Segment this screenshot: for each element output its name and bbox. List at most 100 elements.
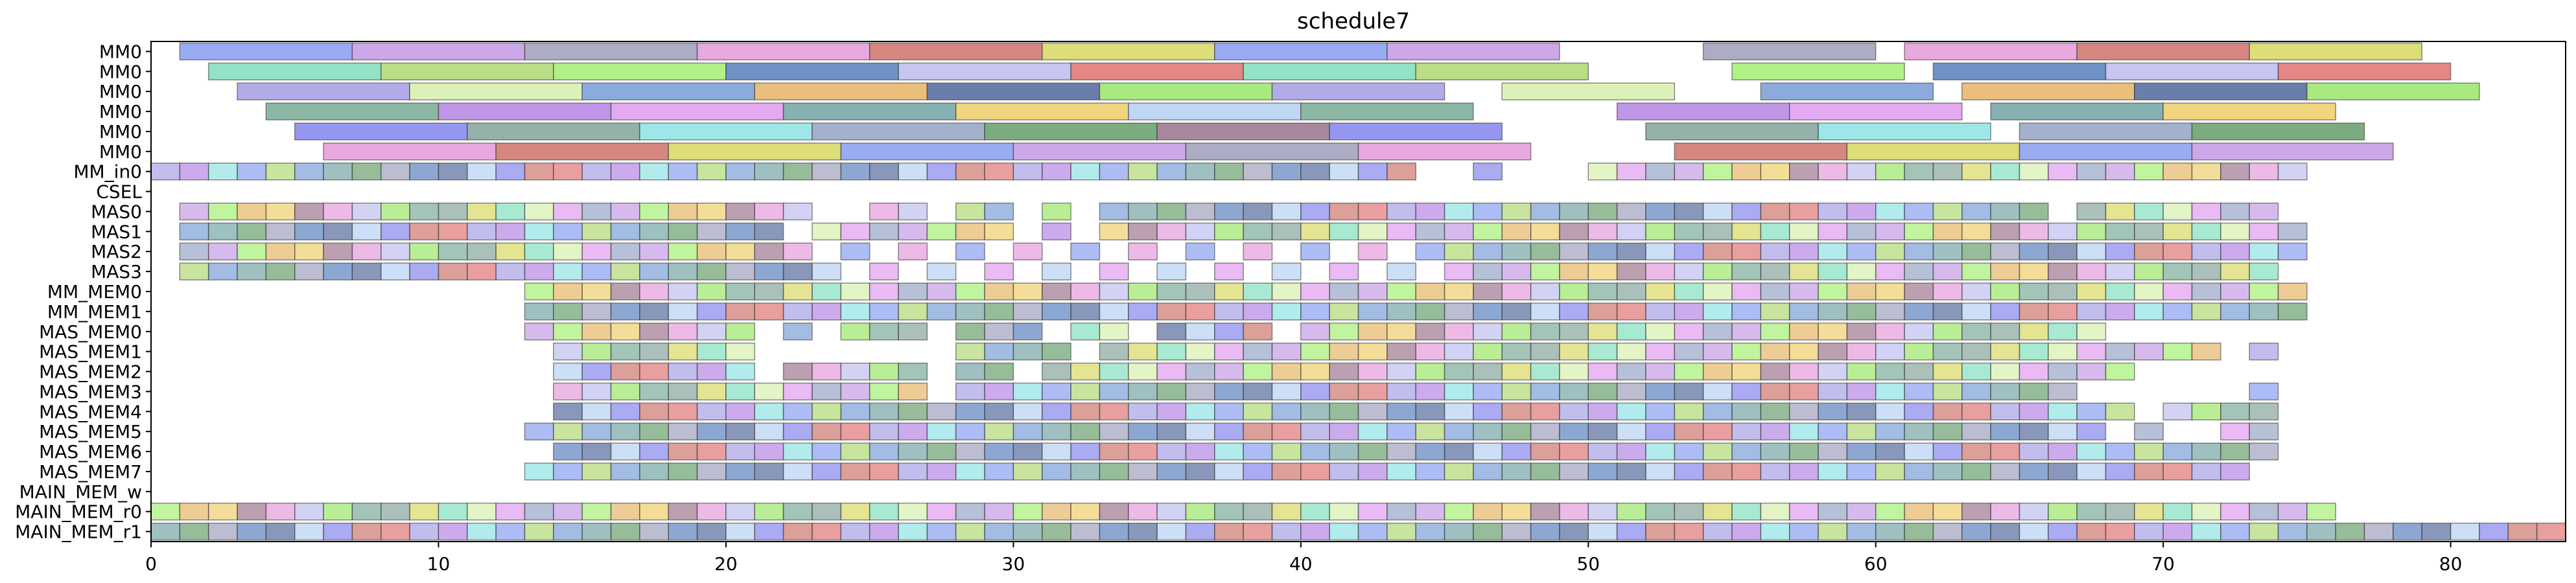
task-bar xyxy=(1214,422,1244,440)
task-bar xyxy=(495,222,526,241)
task-bar xyxy=(1156,122,1330,141)
task-bar xyxy=(668,163,698,181)
task-bar xyxy=(381,502,410,521)
task-bar xyxy=(1990,163,2020,181)
task-bar xyxy=(1904,303,1934,321)
task-bar xyxy=(495,163,526,181)
task-bar xyxy=(1127,163,1158,181)
row-label: MAS1 xyxy=(91,221,142,242)
task-bar xyxy=(1530,442,1560,461)
task-bar xyxy=(1788,362,1819,381)
task-bar xyxy=(1415,242,1446,260)
task-bar xyxy=(1904,442,1934,461)
row-label: MAS_MEM5 xyxy=(39,421,142,442)
task-bar xyxy=(1645,242,1676,260)
task-bar xyxy=(1501,82,1676,100)
task-bar xyxy=(955,282,985,301)
task-bar xyxy=(1961,342,1991,361)
task-bar xyxy=(1674,422,1704,440)
task-bar xyxy=(840,522,871,541)
x-tick-label: 70 xyxy=(2151,553,2175,575)
task-bar xyxy=(2421,522,2452,541)
task-bar xyxy=(984,222,1014,241)
task-bar xyxy=(1702,422,1733,440)
task-bar xyxy=(237,242,267,260)
task-bar xyxy=(1214,282,1244,301)
task-bar xyxy=(1904,402,1934,420)
task-bar xyxy=(869,303,899,321)
task-bar xyxy=(1127,362,1158,381)
task-bar xyxy=(265,102,439,120)
task-bar xyxy=(1243,242,1273,260)
task-bar xyxy=(1041,362,1071,381)
task-bar xyxy=(639,222,669,241)
task-bar xyxy=(1674,163,1704,181)
task-bar xyxy=(725,242,756,260)
task-bar xyxy=(1846,202,1877,221)
task-bar xyxy=(1501,522,1532,541)
task-bar xyxy=(495,143,669,161)
task-bar xyxy=(2134,442,2164,461)
task-bar xyxy=(782,303,813,321)
task-bar xyxy=(1530,522,1560,541)
task-bar xyxy=(438,202,468,221)
task-bar xyxy=(1990,323,2020,341)
row-label: MAS_MEM7 xyxy=(39,461,142,483)
task-bar xyxy=(1099,422,1129,440)
task-bar xyxy=(984,422,1014,440)
task-bar xyxy=(610,422,640,440)
task-bar xyxy=(840,282,871,301)
task-bar xyxy=(2134,202,2164,221)
task-bar xyxy=(2105,163,2135,181)
task-bar xyxy=(2249,262,2279,280)
task-bar xyxy=(1473,463,1503,481)
x-tick-label: 0 xyxy=(145,553,157,575)
task-bar xyxy=(1156,262,1187,280)
task-bar xyxy=(1214,502,1244,521)
task-bar xyxy=(1243,522,1273,541)
task-bar xyxy=(1243,502,1273,521)
task-bar xyxy=(294,262,324,280)
task-bar xyxy=(524,42,698,61)
task-bar xyxy=(1041,422,1071,440)
task-bar xyxy=(1932,222,1963,241)
task-bar xyxy=(869,282,899,301)
row-label: MAS_MEM4 xyxy=(39,401,142,422)
task-bar xyxy=(323,143,497,161)
task-bar xyxy=(1818,222,1848,241)
chart-title: schedule7 xyxy=(1297,8,1410,34)
task-bar xyxy=(1013,282,1043,301)
task-bar xyxy=(898,502,928,521)
task-bar xyxy=(1156,222,1187,241)
task-bar xyxy=(1904,522,1934,541)
task-bar xyxy=(1904,382,1934,401)
task-bar xyxy=(1357,362,1388,381)
task-bar xyxy=(696,522,727,541)
task-bar xyxy=(1875,303,1905,321)
task-bar xyxy=(2191,442,2221,461)
task-bar xyxy=(2019,362,2049,381)
task-bar xyxy=(1932,262,1963,280)
task-bar xyxy=(1271,202,1302,221)
task-bar xyxy=(869,422,899,440)
task-bar xyxy=(2507,522,2538,541)
task-bar xyxy=(782,442,813,461)
task-bar xyxy=(869,42,1043,61)
task-bar xyxy=(1990,282,2020,301)
task-bar xyxy=(2191,222,2221,241)
task-bar xyxy=(1185,163,1215,181)
task-bar xyxy=(1013,442,1043,461)
task-bar xyxy=(1501,242,1532,260)
task-bar xyxy=(812,522,842,541)
task-bar xyxy=(1616,323,1646,341)
task-bar xyxy=(2019,242,2049,260)
task-bar xyxy=(1501,382,1532,401)
task-bar xyxy=(898,163,928,181)
task-bar xyxy=(1243,62,1416,81)
task-bar xyxy=(1788,323,1819,341)
task-bar xyxy=(869,463,899,481)
task-bar xyxy=(812,262,842,280)
task-bar xyxy=(898,222,928,241)
task-bar xyxy=(1444,402,1474,420)
task-bar xyxy=(1530,422,1560,440)
